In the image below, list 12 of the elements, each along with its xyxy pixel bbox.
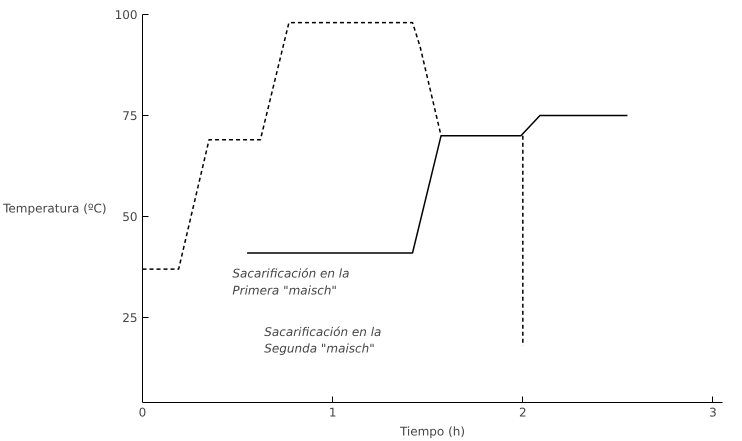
annotation: Sacarificación en la Primera "maisch"	[232, 266, 350, 298]
y-axis-title: Temperatura (ºC)	[2, 202, 107, 216]
y-tick-label: 50	[122, 210, 138, 224]
y-tick-label: 100	[114, 8, 138, 22]
annotation: Sacarificación en la Segunda "maisch"	[264, 324, 382, 356]
x-tick-label: 0	[138, 406, 146, 420]
y-tick-label: 75	[122, 109, 138, 124]
x-axis-title: Tiempo (h)	[398, 424, 466, 438]
y-tick-label: 25	[122, 311, 138, 326]
x-tick-label: 3	[709, 406, 717, 420]
x-tick-label: 2	[519, 406, 527, 420]
x-tick-label: 1	[328, 406, 336, 420]
